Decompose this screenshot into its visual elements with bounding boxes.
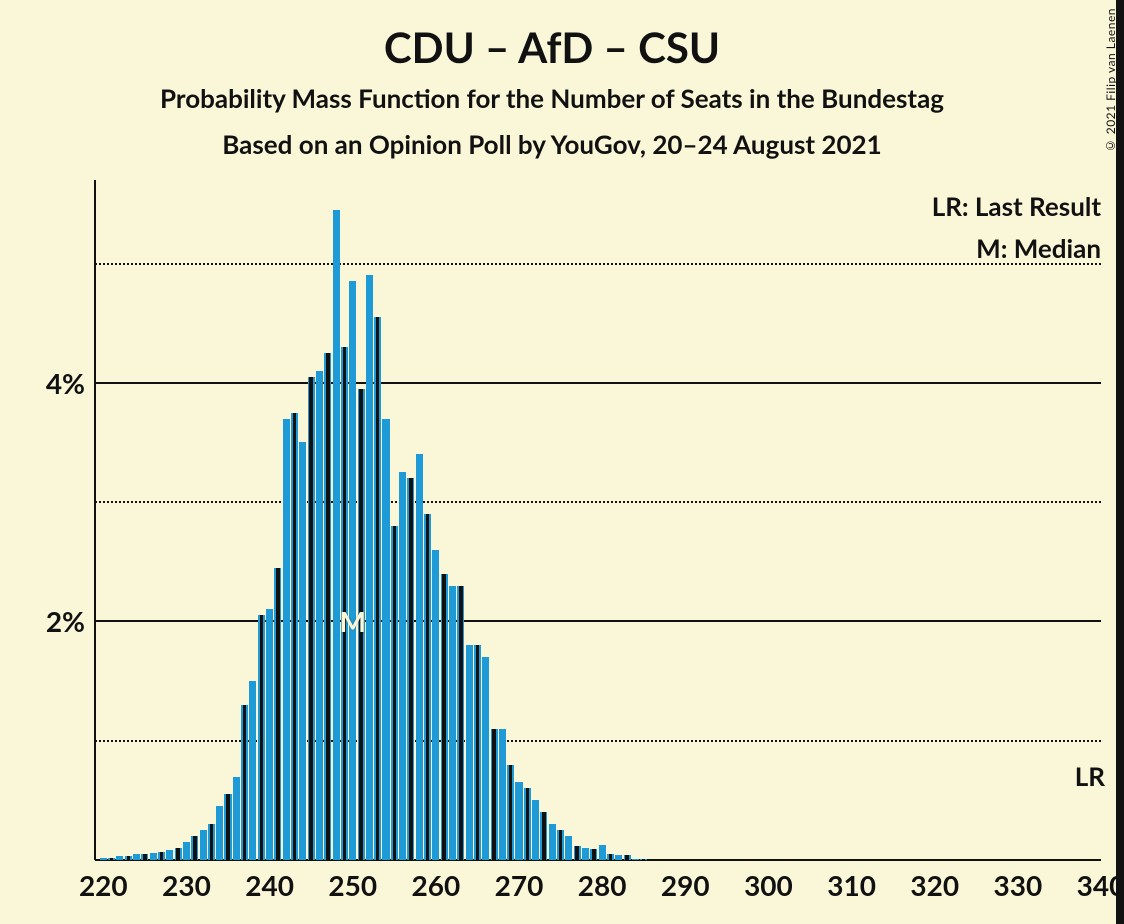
x-tick-label: 320 <box>910 868 959 902</box>
bar-black <box>459 586 462 860</box>
bar-black <box>293 413 296 860</box>
bar-blue <box>266 609 273 860</box>
bar-blue <box>599 845 606 861</box>
bar-black <box>592 849 595 860</box>
bar-black <box>642 859 645 860</box>
copyright-label: © 2021 Filip van Laenen <box>1103 8 1118 153</box>
bar-black <box>509 765 512 860</box>
bar-black <box>226 794 229 860</box>
bar-blue <box>316 371 323 860</box>
x-tick-label: 300 <box>744 868 793 902</box>
bar-black <box>409 478 412 860</box>
bar-blue <box>133 854 140 860</box>
bar-blue <box>449 586 456 860</box>
bar-black <box>359 389 362 860</box>
bar-black <box>575 846 578 860</box>
plot-area: 2%4%220230240250260270280290300310320330… <box>95 180 1101 860</box>
bar-black <box>110 858 113 860</box>
bar-black <box>193 836 196 860</box>
bar-blue <box>482 657 489 860</box>
x-tick-label: 290 <box>661 868 710 902</box>
bar-blue <box>582 848 589 860</box>
bar-black <box>127 856 130 860</box>
bar-black <box>143 854 146 860</box>
bar-blue <box>466 645 473 860</box>
bar-blue <box>183 842 190 860</box>
y-tick-label: 2% <box>46 604 85 638</box>
x-tick-label: 250 <box>328 868 377 902</box>
bar-black <box>476 645 479 860</box>
bar-blue <box>283 419 290 860</box>
x-tick-label: 230 <box>162 868 211 902</box>
bar-black <box>176 848 179 860</box>
x-tick-label: 240 <box>245 868 294 902</box>
bar-blue <box>349 281 356 860</box>
bar-blue <box>615 855 622 860</box>
bar-black <box>393 526 396 860</box>
bar-black <box>526 788 529 860</box>
bar-black <box>260 615 263 860</box>
bar-black <box>243 705 246 860</box>
bar-blue <box>399 472 406 860</box>
x-tick-label: 220 <box>79 868 128 902</box>
chart-subtitle-1: Probability Mass Function for the Number… <box>0 82 1104 114</box>
bar-black <box>210 824 213 860</box>
bar-blue <box>382 419 389 860</box>
bar-blue <box>565 836 572 860</box>
x-tick-label: 260 <box>412 868 461 902</box>
x-tick-label: 270 <box>495 868 544 902</box>
x-tick-label: 340 <box>1077 868 1124 902</box>
bar-black <box>542 812 545 860</box>
bar-black <box>492 729 495 860</box>
bar-black <box>326 353 329 860</box>
bar-blue <box>216 806 223 860</box>
bar-black <box>376 317 379 860</box>
bar-black <box>559 830 562 860</box>
bar-blue <box>366 275 373 860</box>
bar-blue <box>249 681 256 860</box>
bar-blue <box>416 454 423 860</box>
bar-black <box>609 854 612 860</box>
bars <box>95 180 1101 860</box>
y-tick-label: 4% <box>46 366 85 400</box>
bar-blue <box>299 442 306 860</box>
bar-blue <box>200 830 207 860</box>
x-tick-label: 280 <box>578 868 627 902</box>
bar-black <box>309 377 312 860</box>
bar-blue <box>116 856 123 860</box>
bar-black <box>160 852 163 860</box>
chart-title: CDU – AfD – CSU <box>0 22 1104 72</box>
bar-blue <box>515 782 522 860</box>
bar-blue <box>333 210 340 860</box>
x-tick-label: 330 <box>993 868 1042 902</box>
chart-area: LR: Last Result M: Median 2%4%2202302402… <box>95 180 1101 860</box>
bar-black <box>426 514 429 860</box>
bar-black <box>442 574 445 860</box>
bar-blue <box>632 859 639 860</box>
bar-blue <box>499 729 506 860</box>
bar-blue <box>100 858 107 860</box>
bar-black <box>343 347 346 860</box>
bar-blue <box>150 853 157 860</box>
bar-black <box>276 568 279 860</box>
x-tick-label: 310 <box>827 868 876 902</box>
bar-blue <box>532 800 539 860</box>
bar-blue <box>549 824 556 860</box>
bar-blue <box>233 777 240 861</box>
bar-blue <box>166 850 173 860</box>
bar-blue <box>432 550 439 860</box>
chart-subtitle-2: Based on an Opinion Poll by YouGov, 20–2… <box>0 128 1104 160</box>
bar-black <box>625 855 628 860</box>
lr-marker: LR <box>1075 760 1105 792</box>
